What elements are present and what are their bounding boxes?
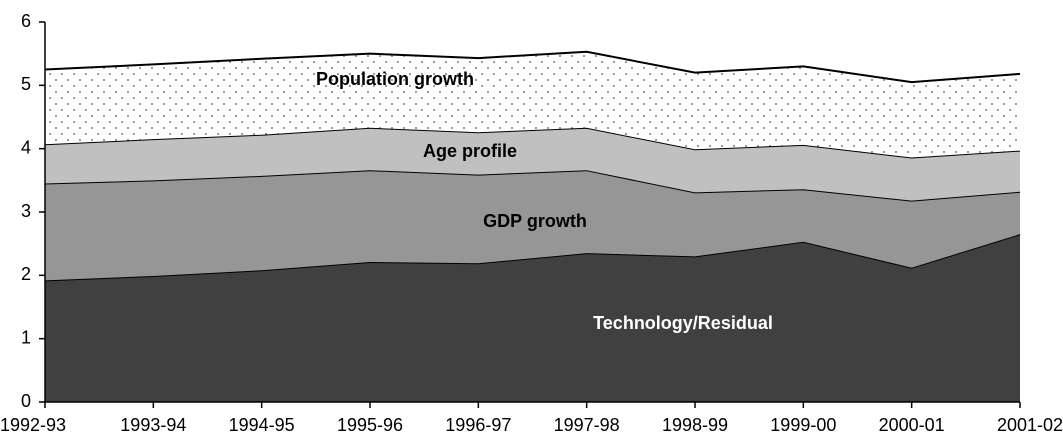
y-tick-label: 5 — [21, 74, 31, 94]
series-label: Age profile — [423, 141, 517, 161]
y-tick-label: 6 — [21, 11, 31, 31]
area — [45, 170, 1020, 281]
x-tick-label: 1992-93 — [0, 415, 66, 435]
x-tick-label: 1997-98 — [554, 415, 620, 435]
y-tick-label: 1 — [21, 327, 31, 347]
x-tick-label: 2000-01 — [879, 415, 945, 435]
y-tick-label: 0 — [21, 391, 31, 411]
x-tick-label: 1994-95 — [229, 415, 295, 435]
y-tick-label: 2 — [21, 264, 31, 284]
area-line — [44, 50, 1021, 84]
series-label: Technology/Residual — [593, 313, 773, 333]
x-tick-label: 1993-94 — [120, 415, 186, 435]
y-tick-label: 4 — [21, 137, 31, 157]
area — [45, 234, 1020, 402]
x-tick-label: 1995-96 — [337, 415, 403, 435]
series-label: GDP growth — [483, 211, 587, 231]
x-tick-label: 1998-99 — [662, 415, 728, 435]
x-tick-label: 1999-00 — [770, 415, 836, 435]
x-tick-label: 1996-97 — [445, 415, 511, 435]
series-label: Population growth — [316, 69, 474, 89]
y-tick-label: 3 — [21, 201, 31, 221]
x-tick-label: 2001-02 — [997, 415, 1063, 435]
area — [45, 51, 1020, 158]
